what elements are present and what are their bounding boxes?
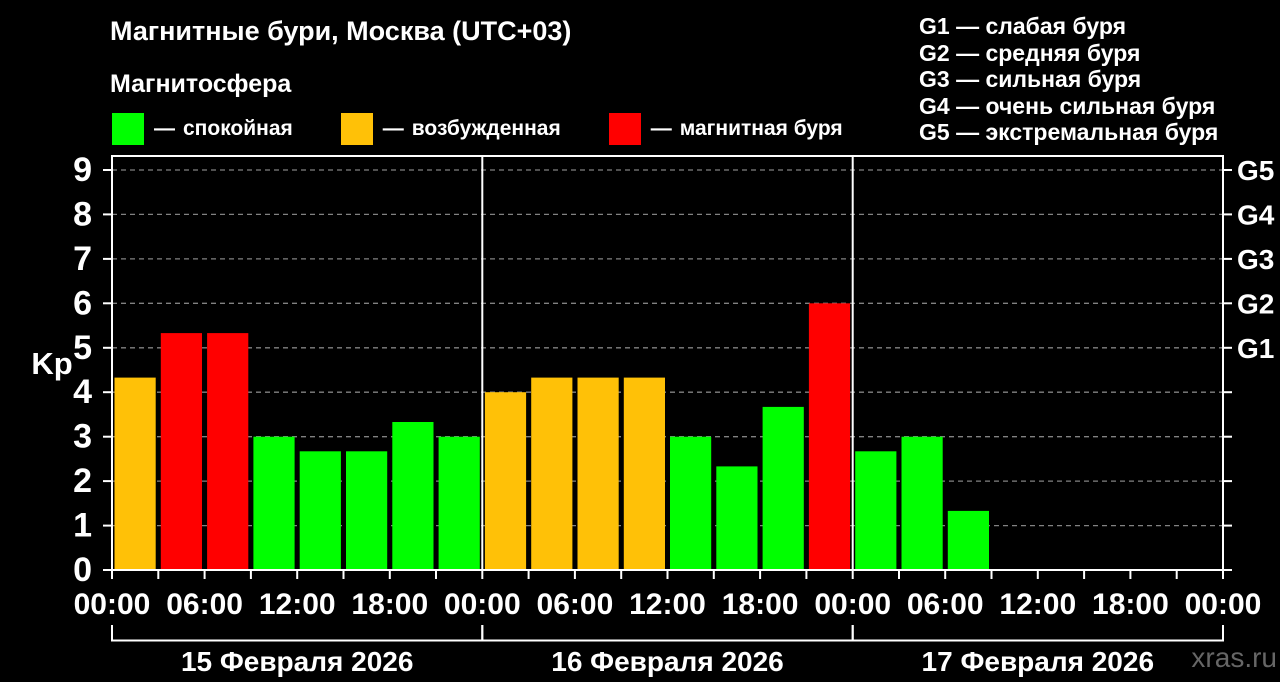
svg-text:G4: G4 bbox=[1237, 199, 1275, 230]
svg-text:8: 8 bbox=[73, 195, 92, 233]
svg-text:4: 4 bbox=[73, 373, 92, 411]
svg-text:00:00: 00:00 bbox=[444, 588, 521, 621]
svg-text:Kp: Kp bbox=[31, 346, 72, 381]
svg-text:G5: G5 bbox=[1237, 155, 1274, 186]
svg-text:15 Февраля 2026: 15 Февраля 2026 bbox=[181, 646, 413, 677]
svg-text:12:00: 12:00 bbox=[999, 588, 1076, 621]
svg-text:0: 0 bbox=[73, 551, 92, 589]
svg-text:3: 3 bbox=[73, 418, 92, 456]
svg-text:00:00: 00:00 bbox=[1185, 588, 1262, 621]
svg-text:G3: G3 bbox=[1237, 244, 1274, 275]
svg-text:7: 7 bbox=[73, 240, 92, 278]
svg-text:6: 6 bbox=[73, 284, 92, 322]
svg-text:12:00: 12:00 bbox=[629, 588, 706, 621]
svg-text:00:00: 00:00 bbox=[814, 588, 891, 621]
svg-text:06:00: 06:00 bbox=[537, 588, 614, 621]
svg-text:xras.ru: xras.ru bbox=[1191, 642, 1277, 673]
svg-text:00:00: 00:00 bbox=[74, 588, 151, 621]
svg-text:18:00: 18:00 bbox=[1092, 588, 1169, 621]
svg-text:16 Февраля 2026: 16 Февраля 2026 bbox=[551, 646, 783, 677]
svg-text:18:00: 18:00 bbox=[351, 588, 428, 621]
svg-text:1: 1 bbox=[73, 507, 92, 545]
svg-text:06:00: 06:00 bbox=[907, 588, 984, 621]
svg-text:06:00: 06:00 bbox=[166, 588, 243, 621]
svg-text:2: 2 bbox=[73, 462, 92, 500]
svg-text:9: 9 bbox=[73, 151, 92, 189]
svg-text:G2: G2 bbox=[1237, 288, 1274, 319]
svg-text:18:00: 18:00 bbox=[722, 588, 799, 621]
svg-text:5: 5 bbox=[73, 329, 92, 367]
svg-text:12:00: 12:00 bbox=[259, 588, 336, 621]
svg-text:17 Февраля 2026: 17 Февраля 2026 bbox=[922, 646, 1154, 677]
svg-text:G1: G1 bbox=[1237, 333, 1274, 364]
